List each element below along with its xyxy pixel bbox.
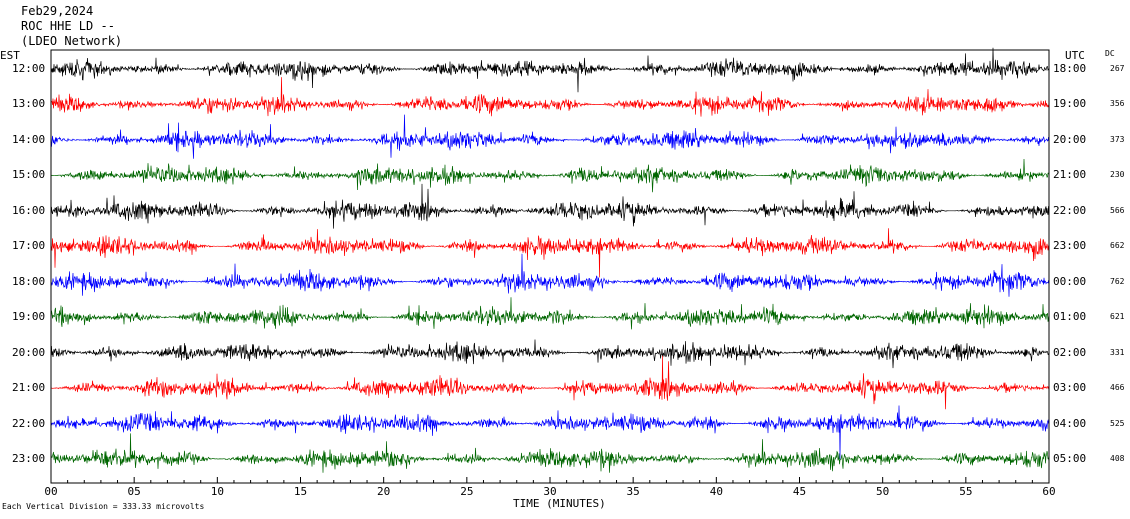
- right-timezone-label: UTC: [1065, 49, 1085, 62]
- trace-line-14:00: [50, 114, 1050, 159]
- trace-line-20:00: [50, 339, 1050, 369]
- est-hour-label: 15:00: [12, 168, 46, 182]
- trace-line-12:00: [50, 47, 1050, 93]
- dc-value-label: 267: [1110, 64, 1125, 73]
- dc-value-label: 525: [1110, 418, 1125, 428]
- est-hour-label: 19:00: [12, 310, 46, 324]
- est-hour-label: 22:00: [12, 416, 46, 430]
- utc-hour-label: 20:00: [1053, 132, 1087, 146]
- est-hour-label: 16:00: [12, 203, 46, 217]
- dc-value-label: 466: [1110, 383, 1125, 393]
- est-hour-label: 14:00: [12, 132, 46, 146]
- station-label: ROC HHE LD --: [21, 19, 115, 33]
- utc-hour-label: 23:00: [1053, 239, 1087, 253]
- scale-note: Each Vertical Division = 333.33 microvol…: [2, 502, 205, 511]
- utc-hour-label: 05:00: [1053, 451, 1087, 465]
- dc-header-label: DC: [1105, 49, 1115, 58]
- x-tick-label: 05: [127, 485, 141, 498]
- est-hour-label: 23:00: [12, 451, 46, 465]
- chart-header: Feb29,2024 ROC HHE LD -- (LDEO Network): [21, 4, 122, 49]
- utc-hour-label: 22:00: [1053, 203, 1087, 217]
- trace-line-13:00: [50, 77, 1050, 117]
- x-tick-label: 50: [876, 485, 890, 498]
- dc-value-label: 373: [1110, 134, 1125, 144]
- utc-hour-label: 00:00: [1053, 274, 1087, 288]
- utc-hour-label: 18:00: [1053, 62, 1087, 75]
- utc-hour-label: 19:00: [1053, 97, 1087, 111]
- dc-value-label: 356: [1110, 99, 1125, 109]
- date-label: Feb29,2024: [21, 4, 94, 18]
- x-tick-label: 10: [210, 485, 224, 498]
- network-label: (LDEO Network): [21, 34, 123, 48]
- dc-value-label: 331: [1110, 347, 1125, 357]
- trace-line-17:00: [50, 228, 1050, 278]
- trace-line-18:00: [50, 253, 1050, 297]
- x-tick-label: 25: [460, 485, 474, 498]
- seismic-traces: [50, 47, 1050, 473]
- dc-value-label: 566: [1110, 205, 1125, 215]
- x-tick-label: 00: [44, 485, 58, 498]
- left-timezone-label: EST: [0, 49, 20, 62]
- x-tick-label: 45: [792, 485, 807, 498]
- trace-line-19:00: [50, 297, 1050, 330]
- est-hour-label: 20:00: [12, 345, 46, 359]
- est-hour-label: 21:00: [12, 381, 46, 395]
- trace-line-21:00: [50, 355, 1050, 410]
- utc-hour-label: 04:00: [1053, 416, 1087, 430]
- dc-value-label: 621: [1110, 312, 1125, 322]
- utc-hour-label: 01:00: [1053, 310, 1087, 324]
- trace-line-15:00: [50, 158, 1050, 193]
- est-hour-label: 18:00: [12, 274, 46, 288]
- trace-line-23:00: [50, 433, 1050, 473]
- x-axis-ticks: [50, 477, 1050, 483]
- x-tick-label: 55: [959, 485, 973, 498]
- x-tick-label: 30: [543, 485, 557, 498]
- trace-line-22:00: [50, 405, 1050, 460]
- dc-value-label: 762: [1110, 276, 1125, 286]
- dc-value-label: 408: [1110, 453, 1125, 463]
- x-axis-title: TIME (MINUTES): [513, 497, 606, 510]
- est-hour-label: 12:00: [12, 62, 46, 75]
- trace-line-16:00: [50, 183, 1050, 229]
- x-tick-label: 15: [293, 485, 308, 498]
- est-hour-label: 17:00: [12, 239, 46, 253]
- x-tick-label: 35: [626, 485, 640, 498]
- utc-hour-label: 21:00: [1053, 168, 1087, 182]
- est-hour-label: 13:00: [12, 97, 46, 111]
- x-tick-label: 20: [377, 485, 391, 498]
- x-tick-label: 60: [1042, 485, 1056, 498]
- utc-hour-label: 02:00: [1053, 345, 1087, 359]
- dc-value-label: 230: [1110, 170, 1125, 180]
- utc-hour-label: 03:00: [1053, 381, 1087, 395]
- x-tick-label: 40: [709, 485, 723, 498]
- dc-value-label: 662: [1110, 241, 1125, 251]
